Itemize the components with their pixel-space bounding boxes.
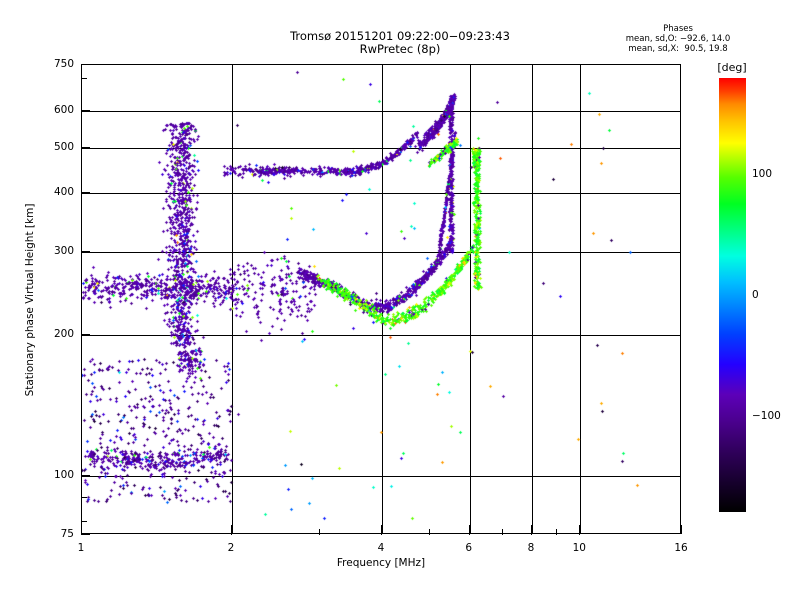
x-axis-tick-label: 4 xyxy=(377,542,385,554)
x-axis-tick-label: 16 xyxy=(674,542,688,554)
x-axis-tick-major xyxy=(579,525,581,534)
y-axis-tick-label: 200 xyxy=(53,327,74,340)
y-axis-tick-label: 75 xyxy=(60,528,74,540)
phase-stats-o-mode: mean, sd,O: −92.6, 14.0 xyxy=(625,34,731,44)
x-axis-tick xyxy=(318,529,320,535)
colorbar-tick-label: −100 xyxy=(752,409,781,422)
y-axis-tick-major xyxy=(81,333,90,335)
x-axis-tick-label: 10 xyxy=(572,542,586,554)
y-axis-tick-label: 400 xyxy=(53,186,74,199)
phase-stats-x-mode: mean, sd,X: 90.5, 19.8 xyxy=(628,44,728,54)
x-axis-tick xyxy=(502,529,504,535)
y-axis-tick-label: 300 xyxy=(53,245,74,258)
y-axis-tick-label: 500 xyxy=(53,140,74,153)
y-axis-tick-major xyxy=(81,64,90,65)
colorbar xyxy=(719,78,746,512)
y-axis-tick xyxy=(81,520,87,522)
x-axis-tick-major xyxy=(468,525,470,534)
colorbar-tick-label: 100 xyxy=(752,168,773,181)
x-axis-tick-label: 8 xyxy=(527,542,535,554)
y-axis-tick-major xyxy=(81,192,90,194)
plot-area xyxy=(81,64,682,535)
x-axis-tick-major xyxy=(81,525,82,534)
x-axis-tick-label: 6 xyxy=(465,542,473,554)
x-axis-tick-label: 2 xyxy=(227,542,235,554)
x-axis-tick-major xyxy=(531,525,532,534)
y-axis-tick-major xyxy=(81,146,90,148)
y-axis-tick-label: 600 xyxy=(53,103,74,116)
y-axis-tick xyxy=(81,78,87,80)
x-axis-tick-major xyxy=(381,525,382,534)
y-axis-tick-major xyxy=(81,109,90,111)
x-axis-tick xyxy=(556,529,558,535)
scatter-points xyxy=(82,65,682,535)
colorbar-tick-label: 0 xyxy=(752,289,759,301)
y-axis-tick-major xyxy=(81,251,90,253)
x-axis-tick-major xyxy=(231,525,232,534)
colorbar-title: [deg] xyxy=(717,61,747,74)
y-axis-tick-label: 100 xyxy=(53,469,74,482)
x-axis-tick-label: 1 xyxy=(77,542,85,554)
y-axis-tick xyxy=(81,496,87,498)
y-axis-tick-major xyxy=(81,475,90,477)
y-axis-tick-major xyxy=(81,534,90,535)
x-axis-label: Frequency [MHz] xyxy=(336,557,426,569)
chart-title: Tromsø 20151201 09:22:00−09:23:43 xyxy=(290,29,510,43)
chart-subtitle: RwPretec (8p) xyxy=(359,42,441,56)
y-axis-label: Stationary phase Virtual Height [km] xyxy=(23,203,36,397)
x-axis-tick xyxy=(429,529,431,535)
y-axis-tick-label: 750 xyxy=(53,58,74,70)
x-axis-tick-major xyxy=(681,525,682,534)
phase-stats-heading: Phases xyxy=(663,24,693,34)
